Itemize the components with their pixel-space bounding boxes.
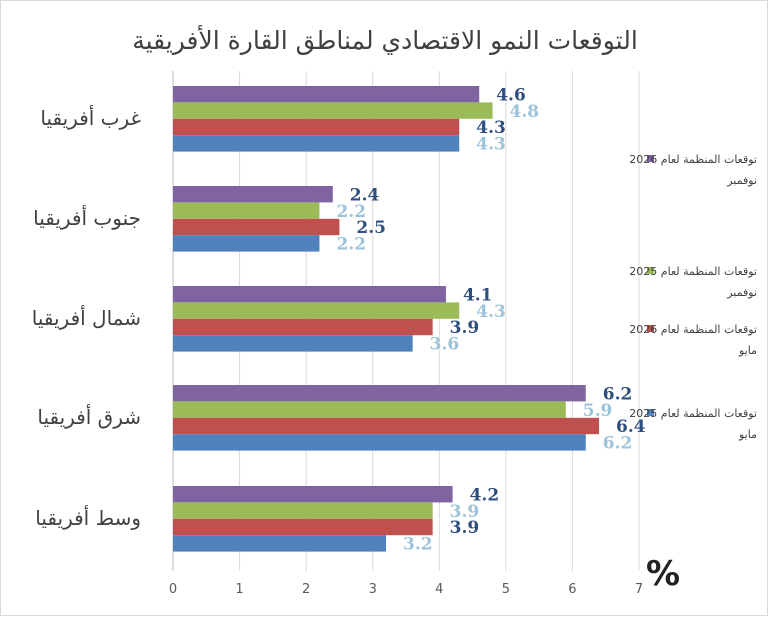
data-label: 3.9 xyxy=(450,502,480,522)
legend-label-line2: مايو xyxy=(738,344,757,357)
legend-label: توقعات المنظمة لعام 2026 xyxy=(629,323,757,336)
bar xyxy=(173,186,333,203)
data-label: 4.2 xyxy=(470,485,500,505)
legend-label-line2: نوفمبر xyxy=(726,286,757,299)
legend-swatch xyxy=(647,155,654,162)
x-tick-label: 1 xyxy=(235,582,243,597)
bar xyxy=(173,417,600,435)
x-tick-label: 0 xyxy=(169,582,177,597)
bar xyxy=(173,202,320,219)
data-label: 4.8 xyxy=(510,102,540,122)
bar xyxy=(173,434,586,451)
data-labels: 4.64.84.34.32.42.22.52.24.14.33.93.66.25… xyxy=(336,85,645,554)
bar xyxy=(173,218,340,236)
bar xyxy=(173,335,413,352)
legend: توقعات المنظمة لعام 2026 نوفمبر توقعات الم… xyxy=(629,153,757,441)
x-tick-label: 3 xyxy=(369,582,377,597)
bar xyxy=(173,401,566,418)
data-label: 4.6 xyxy=(496,85,526,105)
bar xyxy=(173,302,460,319)
unit-label: % xyxy=(646,554,680,594)
bar xyxy=(173,486,453,503)
bar xyxy=(173,235,320,252)
legend-swatch xyxy=(647,325,654,332)
legend-swatch xyxy=(647,409,654,416)
x-tick-label: 5 xyxy=(502,582,510,597)
x-tick-labels: 0 1 2 3 4 5 6 7 xyxy=(169,582,643,597)
data-label: 2.5 xyxy=(356,218,386,238)
data-label: 2.2 xyxy=(336,235,366,255)
data-label: 4.1 xyxy=(463,285,493,305)
x-tick-label: 6 xyxy=(568,582,576,597)
data-label: 3.2 xyxy=(403,535,433,555)
bar xyxy=(173,86,480,103)
bar xyxy=(173,135,460,152)
data-label: 4.3 xyxy=(476,302,506,322)
category-label: غرب أفريقيا xyxy=(40,105,141,130)
legend-label: توقعات المنظمة لعام 2025 xyxy=(629,265,757,278)
chart-title: التوقعات النمو الاقتصادي لمناطق القارة ا… xyxy=(132,24,638,55)
legend-swatch xyxy=(647,267,654,274)
legend-label-line2: نوفمبر xyxy=(726,174,757,187)
bar xyxy=(173,118,460,136)
data-label: 3.9 xyxy=(450,318,480,338)
legend-label-line2: مايو xyxy=(738,428,757,441)
data-label: 2.4 xyxy=(350,185,380,205)
category-labels: غرب أفريقيا جنوب أفريقيا شمال أفريقيا شرق أ… xyxy=(32,105,141,530)
data-label: 5.9 xyxy=(583,401,613,421)
bar xyxy=(173,286,446,303)
bar xyxy=(173,502,433,519)
x-tick-label: 2 xyxy=(302,582,310,597)
bars xyxy=(173,86,600,552)
data-label: 4.3 xyxy=(476,135,506,155)
data-label: 3.9 xyxy=(450,518,480,538)
bar xyxy=(173,518,433,536)
category-label: جنوب أفريقيا xyxy=(33,205,141,230)
category-label: شرق أفريقيا xyxy=(37,404,141,429)
legend-label: توقعات المنظمة لعام 2025 xyxy=(629,407,757,420)
bar xyxy=(173,535,387,552)
x-tick-label: 7 xyxy=(635,582,643,597)
data-label: 3.6 xyxy=(430,335,460,355)
data-label: 4.3 xyxy=(476,118,506,138)
data-label: 2.2 xyxy=(336,202,366,222)
data-label: 6.2 xyxy=(603,384,633,404)
bar xyxy=(173,102,493,119)
x-tick-label: 4 xyxy=(435,582,443,597)
data-label: 6.4 xyxy=(616,417,646,437)
legend-label: توقعات المنظمة لعام 2026 xyxy=(629,153,757,166)
data-label: 6.2 xyxy=(603,434,633,454)
bar xyxy=(173,318,433,336)
bar xyxy=(173,385,586,402)
category-label: شمال أفريقيا xyxy=(32,305,141,330)
category-label: وسط أفريقيا xyxy=(35,505,141,530)
